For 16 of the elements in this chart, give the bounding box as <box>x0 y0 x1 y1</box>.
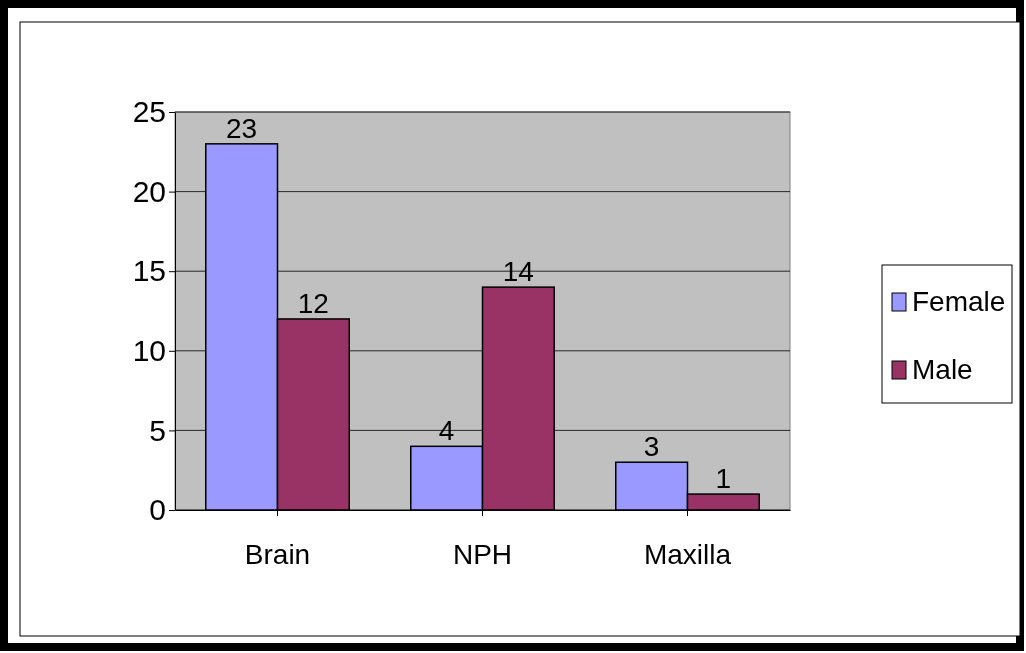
x-tick-label: Brain <box>244 538 311 570</box>
legend-label: Male <box>912 354 973 385</box>
y-tick-label: 10 <box>132 333 166 367</box>
y-tick-label: 5 <box>149 413 166 447</box>
y-tick-label: 20 <box>132 174 166 208</box>
data-label: 23 <box>226 112 258 144</box>
y-tick-label: 0 <box>149 493 166 527</box>
data-label: 14 <box>502 256 534 288</box>
x-tick-label: NPH <box>452 538 513 570</box>
data-label: 12 <box>297 287 329 319</box>
y-tick-label: 25 <box>132 95 166 129</box>
y-tick-label: 15 <box>132 254 166 288</box>
data-label: 1 <box>715 463 732 495</box>
x-tick-label: Maxilla <box>643 538 732 570</box>
legend-label: Female <box>912 286 1006 317</box>
data-label: 3 <box>643 431 660 463</box>
